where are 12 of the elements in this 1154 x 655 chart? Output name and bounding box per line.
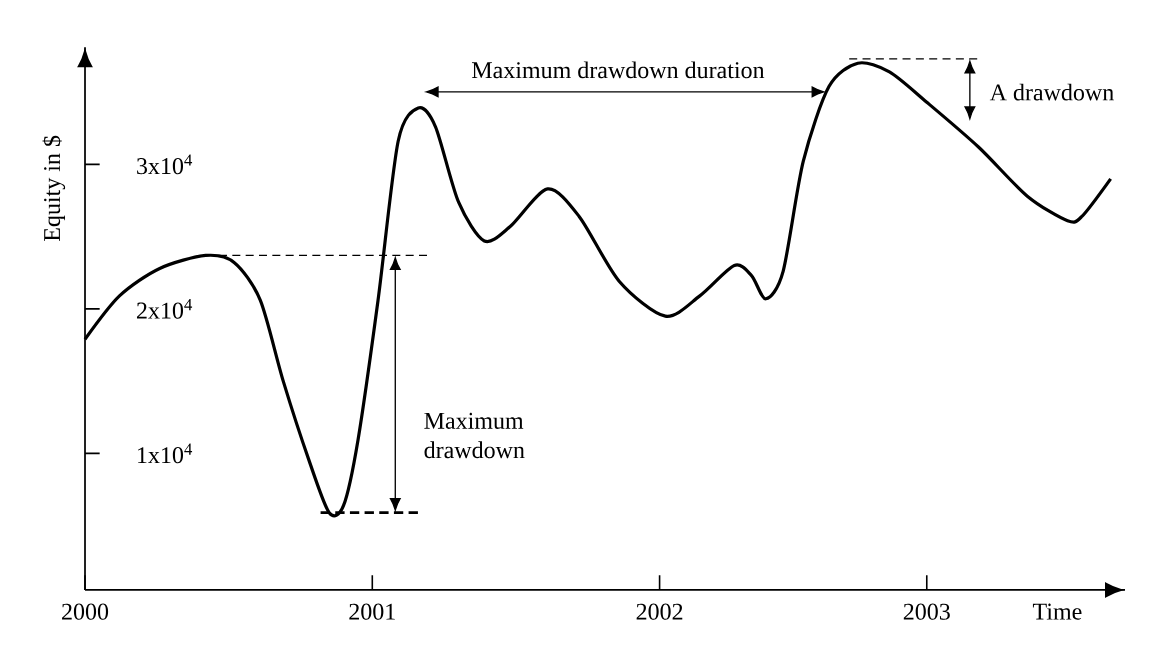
y-tick-label: 3x10$^{4}$	[137, 154, 193, 175]
y-axis-title: Equity in $	[42, 135, 66, 242]
annotation: Maximum drawdown duration	[471, 61, 765, 79]
x-tick-label: 2003	[903, 603, 950, 620]
x-tick-label: 2002	[636, 603, 683, 620]
y-tick-label: 2x10$^{4}$	[136, 299, 193, 319]
annotation: A drawdown	[989, 83, 1114, 101]
y-tick-label: 1x10$^{4}$	[138, 443, 193, 464]
x-tick-label: 2001	[349, 603, 395, 620]
x-tick-label: 2000	[62, 603, 109, 620]
x-axis-title: Time	[1032, 603, 1082, 620]
annotation: Maximum drawdown	[424, 412, 525, 459]
